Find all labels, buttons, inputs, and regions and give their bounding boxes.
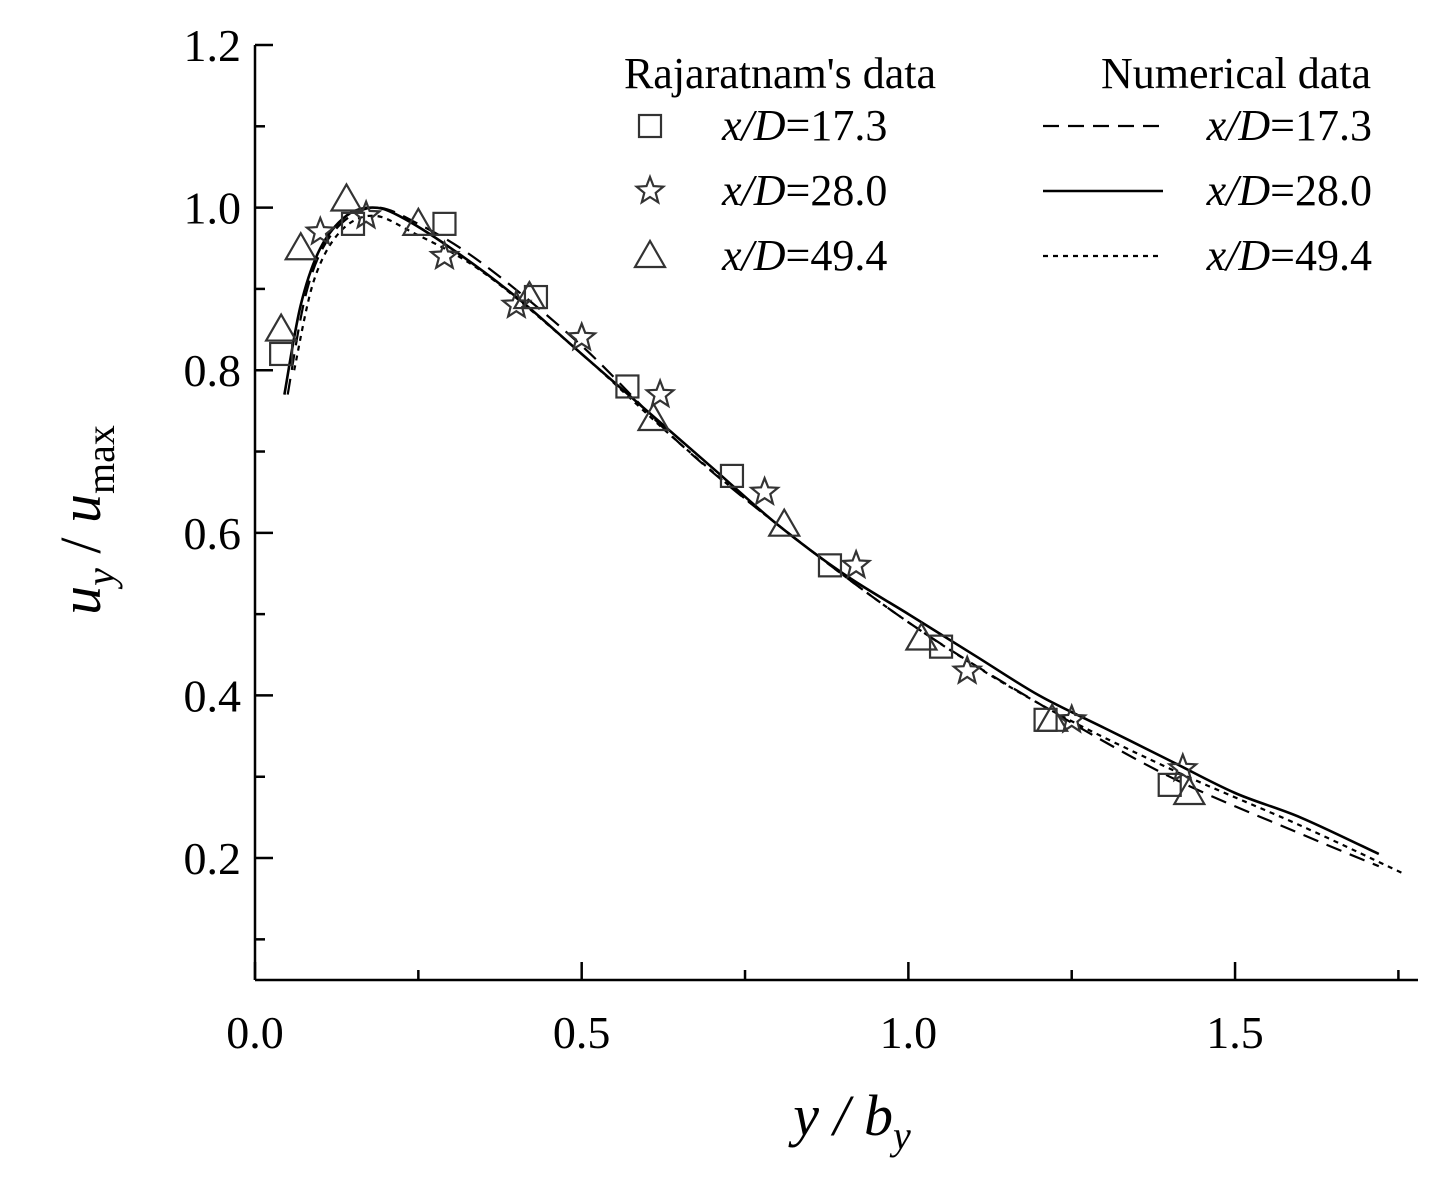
marker-star — [500, 288, 533, 319]
legend-rows: x/D=17.3x/D=28.0x/D=49.4x/D=17.3x/D=28.0… — [633, 101, 1372, 280]
legend-marker-star — [633, 173, 667, 205]
marker-square — [928, 634, 954, 659]
marker-triangle — [636, 401, 671, 432]
marker-star — [748, 475, 781, 506]
x-tick-label: 0.5 — [553, 1007, 611, 1058]
marker-star — [839, 548, 873, 580]
legend-label-value: =17.3 — [1270, 101, 1372, 150]
legend-label-experimental: x/D=28.0 — [721, 166, 887, 215]
marker-square — [269, 341, 294, 367]
numerical-line-solid — [283, 206, 1380, 856]
y-tick-label: 1.2 — [184, 20, 242, 71]
marker-triangle — [401, 206, 436, 236]
marker-triangle — [264, 312, 299, 342]
legend-label-experimental: x/D=17.3 — [721, 101, 887, 150]
marker-square — [1157, 772, 1182, 797]
legend-label-numerical: x/D=28.0 — [1206, 166, 1372, 215]
marker-star — [643, 377, 677, 409]
marker-triangle — [767, 507, 802, 537]
marker-square — [719, 463, 745, 489]
tick-group — [253, 43, 1400, 980]
marker-square — [615, 374, 640, 399]
axes — [253, 45, 1418, 982]
legend-header-numerical: Numerical data — [1101, 49, 1371, 98]
marker-star — [1166, 751, 1200, 783]
y-tick-label: 0.4 — [184, 670, 242, 721]
legend-label-value: =49.4 — [786, 231, 888, 280]
legend-marker-triangle — [633, 238, 667, 269]
y-axis-title-subscript2: max — [78, 425, 123, 494]
y-tick-label: 0.6 — [184, 508, 242, 559]
x-tick-label: 0.0 — [226, 1007, 284, 1058]
marker-star — [1055, 702, 1088, 734]
legend-label-numerical: x/D=17.3 — [1206, 101, 1372, 150]
marker-star — [304, 214, 337, 246]
legend-header-experimental: Rajaratnam's data — [624, 49, 936, 98]
marker-triangle — [904, 621, 939, 651]
x-axis-title: y / by — [788, 1083, 911, 1158]
legend-label-experimental: x/D=49.4 — [721, 231, 887, 280]
y-axis-title-separator: / — [48, 523, 113, 568]
marker-star — [950, 653, 984, 685]
x-axis-title-main: y / b — [788, 1083, 893, 1148]
legend-label-variable: x/D — [721, 101, 786, 150]
marker-star — [565, 320, 598, 352]
x-tick-label: 1.0 — [880, 1007, 938, 1058]
x-axis-title-subscript: y — [889, 1113, 911, 1158]
y-tick-label: 1.0 — [184, 183, 242, 234]
marker-triangle — [1035, 702, 1070, 732]
legend-label-value: =28.0 — [786, 166, 888, 215]
y-tick-label: 0.8 — [184, 345, 242, 396]
legend-label-value: =28.0 — [1270, 166, 1372, 215]
marker-triangle — [1172, 775, 1207, 806]
y-axis-title: uy / umax — [48, 425, 123, 615]
legend-label-variable: x/D — [1206, 166, 1271, 215]
marker-square — [817, 553, 843, 578]
legend-label-numerical: x/D=49.4 — [1206, 231, 1372, 280]
marker-star — [349, 198, 383, 230]
legend-label-value: =49.4 — [1270, 231, 1372, 280]
tick-label-group: 0.0 0.5 1.0 1.5 0.2 0.4 0.6 0.8 1.0 1.2 — [184, 20, 1264, 1058]
numerical-lines — [283, 206, 1406, 876]
legend-label-value: =17.3 — [786, 101, 888, 150]
numerical-line-dotted — [293, 214, 1406, 876]
legend-label-variable: x/D — [1206, 101, 1271, 150]
numerical-line-dashed — [286, 206, 1380, 868]
y-axis-title-main2: u — [48, 494, 113, 523]
legend-marker-square — [637, 113, 663, 139]
legend-label-variable: x/D — [1206, 231, 1271, 280]
marker-triangle — [283, 231, 318, 261]
x-tick-label: 1.5 — [1206, 1007, 1264, 1058]
marker-square — [432, 211, 457, 236]
legend-label-variable: x/D — [721, 231, 786, 280]
experimental-markers — [264, 182, 1207, 806]
legend: Rajaratnam's data Numerical data x/D=17.… — [624, 49, 1372, 280]
y-tick-label: 0.2 — [184, 833, 242, 884]
marker-triangle — [512, 279, 547, 310]
legend-label-variable: x/D — [721, 166, 786, 215]
marker-triangle — [329, 182, 364, 212]
y-axis-title-subscript: y — [78, 568, 123, 590]
marker-star — [428, 239, 461, 271]
y-axis-title-main: u — [48, 586, 113, 615]
